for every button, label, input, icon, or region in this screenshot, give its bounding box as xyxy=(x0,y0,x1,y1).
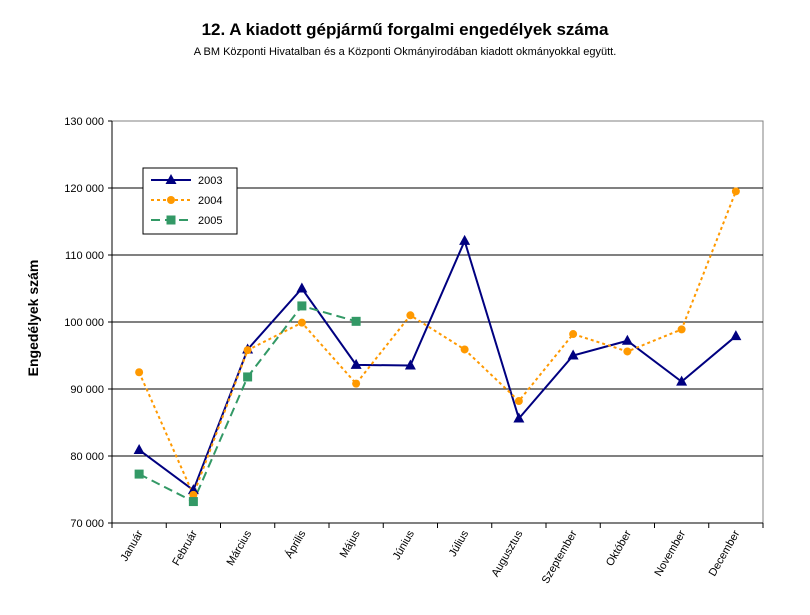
data-point-2003 xyxy=(404,359,416,370)
data-point-2003 xyxy=(513,412,525,423)
x-tick-label: December xyxy=(707,528,743,578)
data-point-2005 xyxy=(297,301,307,311)
data-point-2004 xyxy=(243,346,252,355)
x-tick-label: Február xyxy=(170,528,200,568)
chart-title: 12. A kiadott gépjármű forgalmi engedély… xyxy=(201,20,609,39)
data-point-2003 xyxy=(187,484,199,495)
legend-label-2003: 2003 xyxy=(198,175,222,187)
data-point-2003 xyxy=(676,375,688,386)
data-point-2004 xyxy=(135,368,144,377)
data-point-2003 xyxy=(730,330,742,341)
y-tick-label: 130 000 xyxy=(64,116,104,128)
x-tick-label: Június xyxy=(391,528,418,562)
data-point-2004 xyxy=(460,345,469,354)
x-tick-label: Április xyxy=(282,528,308,561)
chart-subtitle: A BM Központi Hivatalban és a Központi O… xyxy=(193,46,617,58)
x-tick-label: November xyxy=(652,528,688,578)
x-tick-label: Október xyxy=(604,528,634,568)
data-point-2003 xyxy=(133,443,145,454)
data-point-2003 xyxy=(621,334,633,345)
data-point-2005 xyxy=(243,372,253,382)
x-tick-label: Július xyxy=(447,528,472,559)
legend-label-2004: 2004 xyxy=(198,195,222,207)
data-point-2005 xyxy=(188,497,198,507)
data-point-2004 xyxy=(406,311,415,320)
data-point-2004 xyxy=(352,379,361,388)
data-point-2003 xyxy=(296,282,308,293)
x-tick-label: Augusztus xyxy=(489,528,525,579)
y-tick-label: 70 000 xyxy=(70,518,104,530)
data-point-2005 xyxy=(351,316,361,326)
data-point-2003 xyxy=(459,234,471,245)
y-tick-label: 100 000 xyxy=(64,317,104,329)
y-tick-label: 80 000 xyxy=(70,451,104,463)
data-point-2003 xyxy=(165,174,177,184)
series-line-2004 xyxy=(138,190,737,498)
data-point-2004 xyxy=(189,490,198,499)
x-tick-label: Szeptember xyxy=(540,528,580,586)
y-tick-label: 110 000 xyxy=(65,250,104,262)
data-point-2003 xyxy=(350,358,362,369)
data-point-2003 xyxy=(567,349,579,360)
data-point-2005 xyxy=(134,469,144,479)
data-point-2004 xyxy=(297,318,306,327)
data-point-2004 xyxy=(514,397,523,406)
x-tick-label: Január xyxy=(119,528,146,563)
data-point-2004 xyxy=(569,330,578,339)
y-tick-label: 120 000 xyxy=(64,183,104,195)
data-point-2005 xyxy=(166,215,176,225)
x-tick-label: Május xyxy=(338,528,363,560)
data-point-2004 xyxy=(167,196,175,204)
data-point-2004 xyxy=(677,325,686,334)
data-point-2004 xyxy=(731,187,740,196)
y-tick-label: 90 000 xyxy=(70,384,104,396)
legend-label-2005: 2005 xyxy=(198,215,222,227)
x-tick-label: Március xyxy=(225,528,255,568)
data-point-2004 xyxy=(623,347,632,356)
